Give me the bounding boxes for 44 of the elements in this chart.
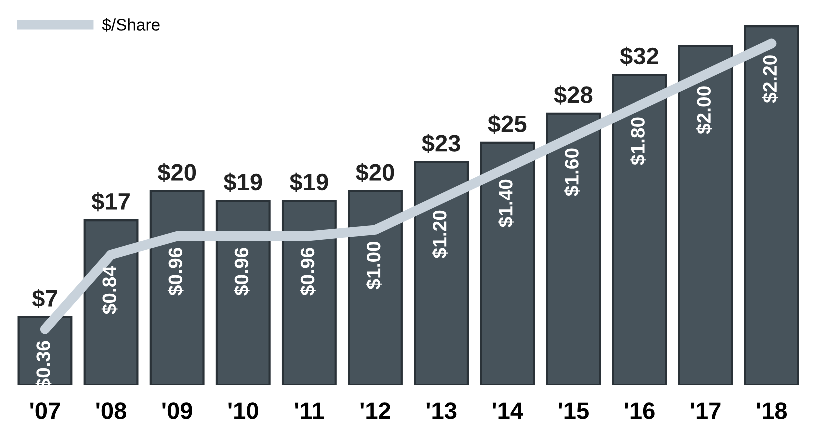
bar <box>612 74 668 386</box>
x-tick-label: '16 <box>625 402 655 420</box>
data-label: $1.60 <box>564 148 580 196</box>
bar <box>744 26 800 386</box>
data-label: $23 <box>422 134 460 154</box>
data-label: $25 <box>488 114 527 134</box>
x-tick-label: '18 <box>757 402 788 420</box>
legend-label: $/Share <box>102 18 160 32</box>
data-label: $19 <box>290 172 328 192</box>
data-label: $2.00 <box>696 86 712 134</box>
bar <box>546 112 602 386</box>
data-label: $0.96 <box>300 248 316 296</box>
data-label: $20 <box>158 163 196 182</box>
bar <box>282 200 337 386</box>
data-label: $0.84 <box>102 266 118 314</box>
data-label: $0.96 <box>234 248 250 296</box>
data-label: $0.96 <box>168 248 184 296</box>
data-label: $2.20 <box>762 56 778 104</box>
data-label: $19 <box>224 172 262 192</box>
x-tick-label: '14 <box>492 402 524 420</box>
bar <box>150 190 205 386</box>
bar <box>216 200 271 386</box>
data-label: $1.80 <box>630 118 646 166</box>
bar <box>480 142 536 386</box>
data-label: $1.00 <box>366 242 382 290</box>
x-tick-label: '13 <box>426 402 457 420</box>
bar <box>348 190 403 386</box>
data-label: $20 <box>356 163 394 182</box>
bar <box>678 44 734 386</box>
x-tick-label: '08 <box>96 402 126 420</box>
data-label: $1.20 <box>432 210 448 259</box>
data-label: $28 <box>554 86 593 105</box>
data-label: $7 <box>32 289 58 309</box>
x-tick-label: '15 <box>558 402 589 420</box>
bar <box>414 161 470 386</box>
data-label: $17 <box>92 192 130 212</box>
x-tick-label: '17 <box>691 402 721 420</box>
data-label: $1.40 <box>498 180 514 228</box>
x-tick-label: '12 <box>360 402 390 420</box>
x-tick-label: '07 <box>30 402 60 420</box>
data-label: $32 <box>620 46 658 66</box>
x-tick-label: '10 <box>228 402 258 420</box>
x-tick-label: '09 <box>162 402 192 420</box>
x-tick-label: '11 <box>295 402 324 420</box>
